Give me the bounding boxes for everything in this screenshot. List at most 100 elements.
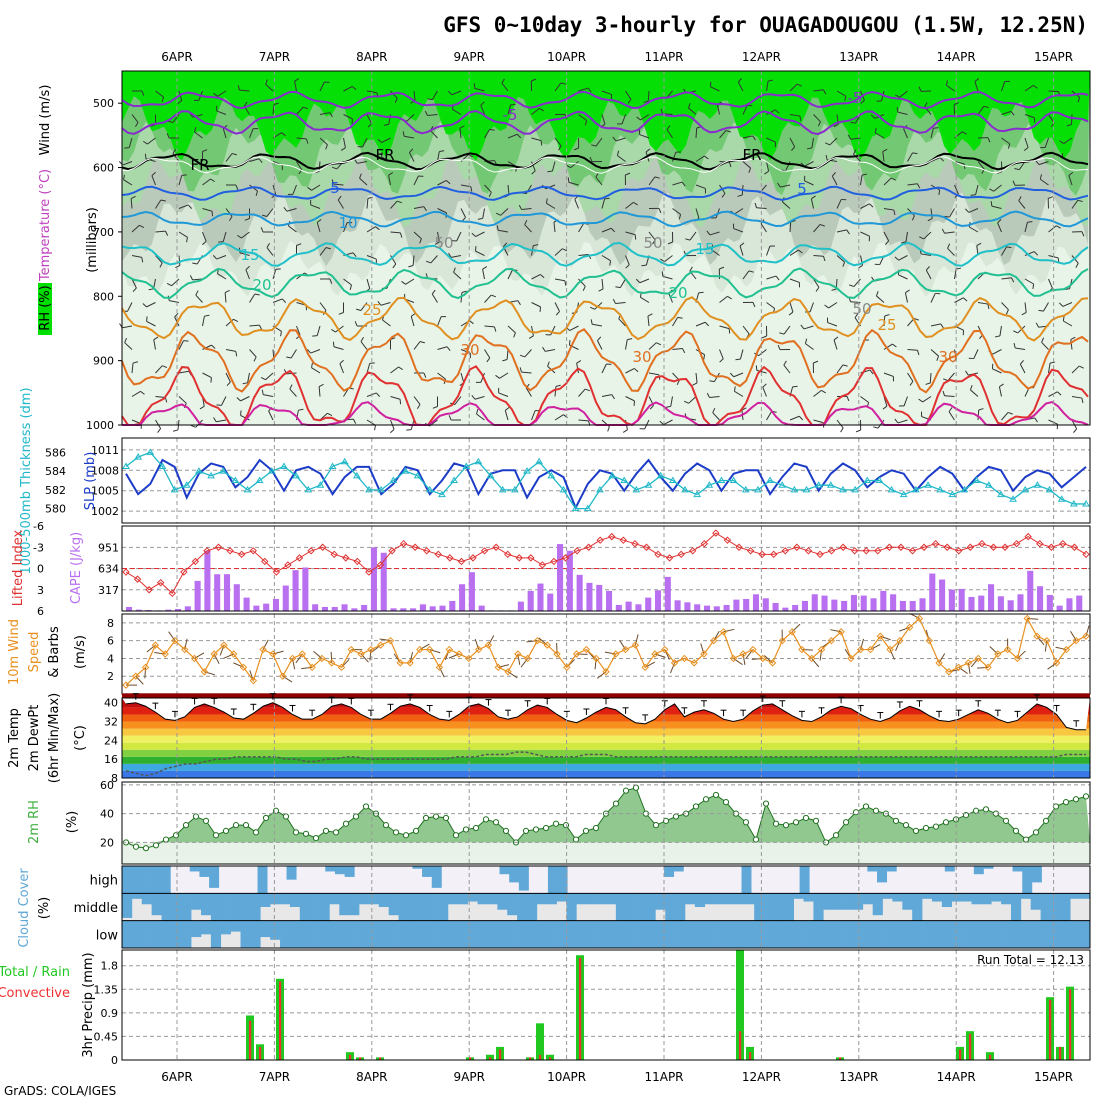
wind-barb — [709, 396, 720, 399]
wind-barb-flag — [625, 264, 630, 269]
wind-barb — [1024, 137, 1029, 148]
wind-barb — [719, 349, 724, 359]
wind-barb — [789, 137, 796, 148]
li-marker — [156, 578, 165, 587]
thickness-marker — [729, 476, 738, 483]
cloud-bar — [191, 920, 202, 938]
wind-barb-flag — [661, 271, 664, 277]
wind-speed-marker — [465, 654, 473, 663]
wind-barb-flag — [919, 236, 925, 240]
cloud-bar — [526, 893, 538, 921]
wind-barb — [366, 419, 376, 426]
wind-barb — [975, 184, 979, 195]
wind-barb — [430, 130, 438, 139]
wind-barb-flag — [286, 356, 292, 359]
cloud-bar — [902, 920, 913, 948]
li-marker — [665, 554, 674, 562]
wind-barb-flag — [446, 346, 451, 352]
wind-barb — [296, 137, 307, 140]
wind-barb-flag — [682, 348, 686, 354]
wind-barb-flag — [739, 242, 745, 247]
wind-barb-flag — [423, 206, 427, 212]
wind-speed-marker — [416, 645, 424, 654]
wind-barb — [131, 255, 142, 258]
wind-speed-marker — [151, 641, 160, 649]
cape-bar — [429, 606, 436, 611]
thickness-marker — [1009, 495, 1017, 502]
wind-barb — [907, 349, 918, 351]
y-tick-label: 600 — [93, 162, 114, 175]
wind-barb-flag — [303, 106, 309, 110]
wind-speed-marker — [132, 672, 140, 680]
wind-barb — [286, 208, 297, 212]
wind-barb-flag — [134, 122, 139, 128]
rh-marker — [422, 814, 430, 822]
rh-marker — [182, 822, 190, 829]
wind-barb-flag — [477, 217, 483, 220]
wind-barb — [531, 325, 534, 336]
wind-barb — [202, 208, 213, 212]
cloud-bar — [388, 893, 399, 916]
cloud-bar — [487, 893, 498, 905]
wind-barb-flag — [390, 428, 395, 434]
wind-barb — [249, 293, 256, 303]
wind-barb-flag — [453, 267, 456, 273]
wind-barb — [249, 324, 260, 327]
cloud-bar — [724, 920, 735, 948]
wind-barb — [592, 323, 603, 327]
wind-barb-flag — [1057, 391, 1062, 396]
wind-barb — [525, 387, 532, 397]
wind-barb — [813, 89, 824, 92]
wind-speed-marker — [700, 650, 708, 658]
thickness-marker — [717, 476, 726, 483]
li-tick-label: -6 — [33, 520, 44, 533]
cape-bar — [547, 593, 554, 611]
li-marker — [272, 568, 281, 576]
wind-barb-flag — [918, 86, 922, 92]
wind-barb — [601, 363, 607, 374]
convective-bar — [1059, 1046, 1062, 1060]
wind-barb-flag — [869, 203, 874, 208]
cloud-bar — [1010, 893, 1022, 921]
wind-barb-flag — [392, 263, 397, 269]
cloud-bar — [991, 893, 1002, 902]
wind-barb — [1027, 617, 1039, 620]
rh-marker — [382, 822, 390, 829]
wind-barb — [239, 89, 250, 92]
wind-speed-marker — [1003, 645, 1012, 654]
wind-barb — [484, 349, 491, 359]
wind-barb — [742, 270, 750, 280]
wind-barb — [719, 325, 730, 330]
cloud-bar — [694, 920, 706, 948]
bottom-date-label: 9APR — [453, 1070, 484, 1084]
rh-marker — [282, 813, 290, 820]
thickness-marker — [377, 485, 386, 493]
wind-barb — [836, 90, 846, 97]
cloud-axis-label: Cloud Cover — [17, 868, 32, 948]
thickness-marker — [948, 490, 957, 498]
wind-barb — [221, 396, 227, 406]
panel-frame — [121, 525, 1091, 612]
cloud-bar — [250, 893, 261, 921]
wind-barb-flag — [916, 183, 921, 189]
slp-tick-label: 1011 — [91, 444, 119, 457]
wind-barb — [780, 184, 791, 188]
cloud-level-label: high — [90, 874, 118, 889]
wind-speed-marker — [915, 614, 924, 623]
rh-marker — [832, 832, 840, 839]
rh-marker — [152, 842, 160, 849]
wind-barb — [615, 137, 626, 142]
cape-bar — [811, 594, 818, 611]
rh-marker — [302, 830, 310, 837]
cloud-bar — [557, 866, 568, 894]
thickness-marker — [972, 476, 981, 483]
wind-barb-flag — [940, 323, 944, 329]
wind-barb — [639, 278, 650, 284]
wind-barb — [1001, 110, 1012, 115]
wind-barb — [666, 129, 673, 139]
thickness-marker — [620, 476, 629, 483]
wind-barb-flag — [540, 140, 543, 146]
wind-barb-flag — [1068, 171, 1074, 176]
wind-barb-flag — [233, 318, 239, 323]
